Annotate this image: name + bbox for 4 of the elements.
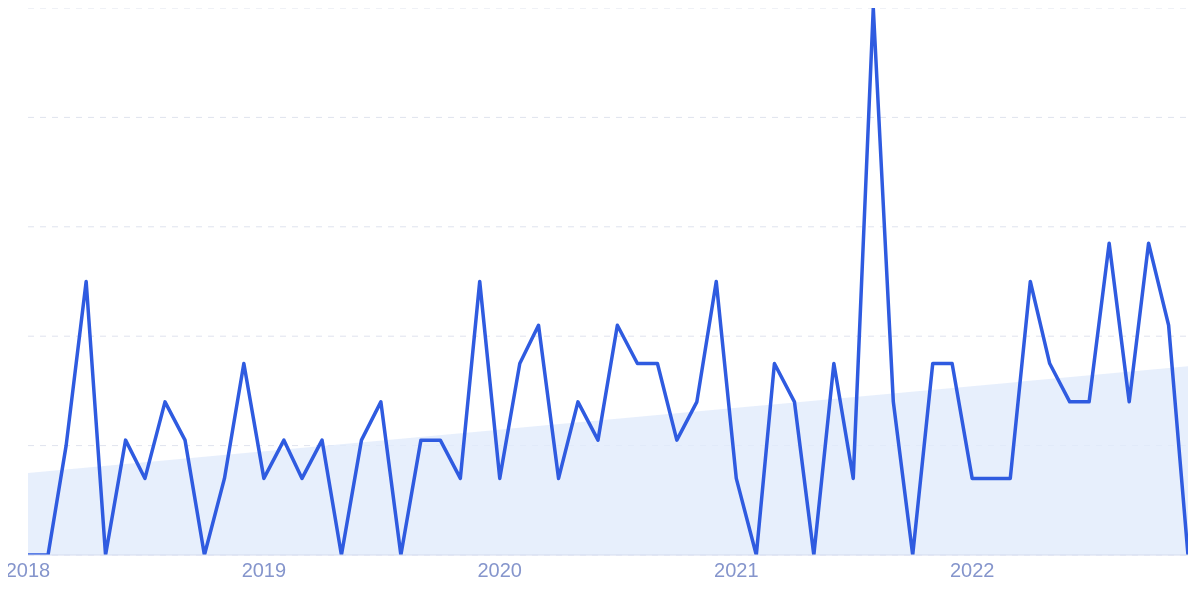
x-tick-label: 2021	[714, 559, 759, 582]
x-tick-label: 2020	[477, 559, 522, 582]
x-tick-label: 2019	[241, 559, 287, 582]
x-tick-label: 2022	[949, 559, 995, 582]
